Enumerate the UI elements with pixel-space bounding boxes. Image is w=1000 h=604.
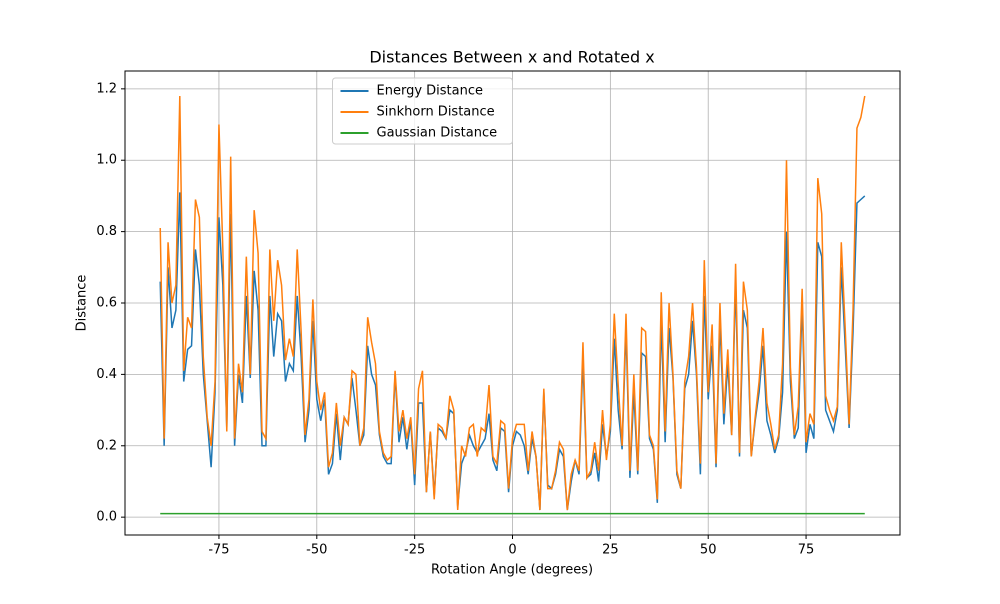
x-tick-label: 0 xyxy=(508,543,516,558)
legend-label: Gaussian Distance xyxy=(377,126,498,141)
legend-box xyxy=(332,77,513,145)
y-tick-label: 1.2 xyxy=(96,81,117,96)
y-tick-label: 0.4 xyxy=(96,367,117,382)
y-tick-label: 0.2 xyxy=(96,438,117,453)
x-tick-label: 25 xyxy=(602,543,619,558)
x-tick-label: -50 xyxy=(306,543,327,558)
legend: Energy Distance Sinkhorn Distance Gaussian… xyxy=(332,77,513,145)
x-tick-label: -75 xyxy=(208,543,229,558)
legend-label: Sinkhorn Distance xyxy=(377,105,495,120)
y-tick-label: 0.0 xyxy=(96,510,117,525)
y-tick-label: 0.6 xyxy=(96,296,117,311)
y-tick-label: 1.0 xyxy=(96,153,117,168)
chart-title: Distances Between x and Rotated x xyxy=(369,48,654,67)
y-tick-label: 0.8 xyxy=(96,224,117,239)
x-tick-label: -25 xyxy=(404,543,425,558)
plot-frame xyxy=(124,70,901,536)
x-tick-label: 75 xyxy=(798,543,815,558)
x-tick-label: 50 xyxy=(700,543,717,558)
x-axis-label: Rotation Angle (degrees) xyxy=(431,563,593,578)
y-axis-label: Distance xyxy=(75,275,90,332)
legend-label: Energy Distance xyxy=(377,84,484,99)
data-line xyxy=(159,95,866,511)
